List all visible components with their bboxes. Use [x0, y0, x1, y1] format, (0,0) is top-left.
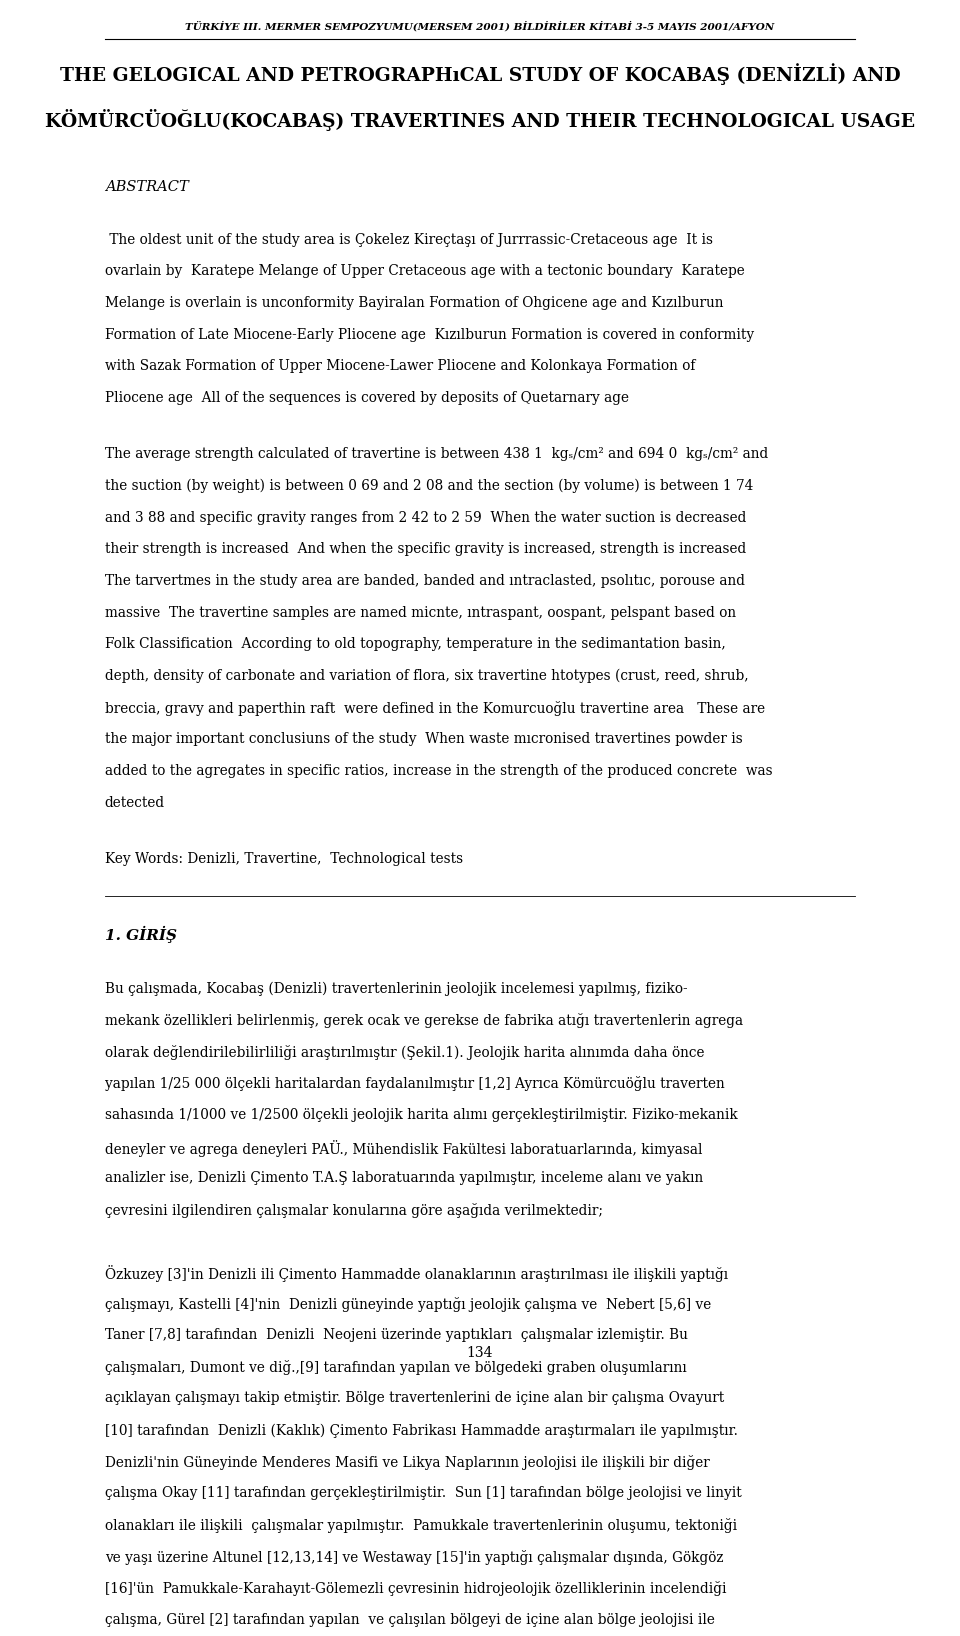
Text: ve yaşı üzerine Altunel [12,13,14] ve Westaway [15]'in yaptığı çalışmalar dışınd: ve yaşı üzerine Altunel [12,13,14] ve We… — [105, 1549, 723, 1564]
Text: yapılan 1/25 000 ölçekli haritalardan faydalanılmıştır [1,2] Ayrıca Kömürcuöğlu : yapılan 1/25 000 ölçekli haritalardan fa… — [105, 1076, 725, 1091]
Text: Key Words: Denizli, Travertine,  Technological tests: Key Words: Denizli, Travertine, Technolo… — [105, 852, 463, 865]
Text: added to the agregates in specific ratios, increase in the strength of the produ: added to the agregates in specific ratio… — [105, 764, 773, 777]
Text: their strength is increased  And when the specific gravity is increased, strengt: their strength is increased And when the… — [105, 542, 746, 556]
Text: sahasında 1/1000 ve 1/2500 ölçekli jeolojik harita alımı gerçekleştirilmiştir. F: sahasında 1/1000 ve 1/2500 ölçekli jeolo… — [105, 1108, 737, 1122]
Text: breccia, gravy and paperthin raft  were defined in the Komurcuoğlu travertine ar: breccia, gravy and paperthin raft were d… — [105, 700, 765, 715]
Text: The average strength calculated of travertine is between 438 1  kgₛ/cm² and 694 : The average strength calculated of trave… — [105, 447, 768, 461]
Text: analizler ise, Denizli Çimento T.A.Ş laboratuarında yapılmıştır, inceleme alanı : analizler ise, Denizli Çimento T.A.Ş lab… — [105, 1171, 703, 1184]
Text: Taner [7,8] tarafından  Denizli  Neojeni üzerinde yaptıkları  çalışmalar izlemiş: Taner [7,8] tarafından Denizli Neojeni ü… — [105, 1328, 687, 1342]
Text: KÖMÜRCÜOĞLU(KOCABAŞ) TRAVERTINES AND THEIR TECHNOLOGICAL USAGE: KÖMÜRCÜOĞLU(KOCABAŞ) TRAVERTINES AND THE… — [45, 108, 915, 131]
Text: deneyler ve agrega deneyleri PAÜ., Mühendislik Fakültesi laboratuarlarında, kimy: deneyler ve agrega deneyleri PAÜ., Mühen… — [105, 1140, 703, 1157]
Text: Pliocene age  All of the sequences is covered by deposits of Quetarnary age: Pliocene age All of the sequences is cov… — [105, 391, 629, 404]
Text: massive  The travertine samples are named micnte, ıntraspant, oospant, pelspant : massive The travertine samples are named… — [105, 605, 736, 620]
Text: ovarlain by  Karatepe Melange of Upper Cretaceous age with a tectonic boundary  : ovarlain by Karatepe Melange of Upper Cr… — [105, 265, 745, 278]
Text: The oldest unit of the study area is Çokelez Kireçtaşı of Jurrrassic-Cretaceous : The oldest unit of the study area is Çok… — [105, 232, 712, 247]
Text: açıklayan çalışmayı takip etmiştir. Bölge travertenlerini de içine alan bir çalı: açıklayan çalışmayı takip etmiştir. Bölg… — [105, 1392, 724, 1405]
Text: detected: detected — [105, 795, 165, 810]
Text: çevresini ilgilendiren çalışmalar konularına göre aşağıda verilmektedir;: çevresini ilgilendiren çalışmalar konula… — [105, 1202, 603, 1217]
Text: and 3 88 and specific gravity ranges from 2 42 to 2 59  When the water suction i: and 3 88 and specific gravity ranges fro… — [105, 510, 746, 525]
Text: Formation of Late Miocene-Early Pliocene age  Kızılburun Formation is covered in: Formation of Late Miocene-Early Pliocene… — [105, 327, 754, 342]
Text: çalışma, Gürel [2] tarafından yapılan  ve çalışılan bölgeyi de içine alan bölge : çalışma, Gürel [2] tarafından yapılan ve… — [105, 1613, 714, 1628]
Text: with Sazak Formation of Upper Miocene-Lawer Pliocene and Kolonkaya Formation of: with Sazak Formation of Upper Miocene-La… — [105, 360, 695, 373]
Text: The tarvertmes in the study area are banded, banded and ıntraclasted, psolıtıc, : The tarvertmes in the study area are ban… — [105, 574, 745, 587]
Text: çalışmayı, Kastelli [4]'nin  Denizli güneyinde yaptığı jeolojik çalışma ve  Nebe: çalışmayı, Kastelli [4]'nin Denizli güne… — [105, 1296, 711, 1312]
Text: olanakları ile ilişkili  çalışmalar yapılmıştır.  Pamukkale travertenlerinin olu: olanakları ile ilişkili çalışmalar yapıl… — [105, 1518, 737, 1533]
Text: Folk Classification  According to old topography, temperature in the sedimantati: Folk Classification According to old top… — [105, 638, 726, 651]
Text: çalışmaları, Dumont ve diğ.,[9] tarafından yapılan ve bölgedeki graben oluşumlar: çalışmaları, Dumont ve diğ.,[9] tarafınd… — [105, 1360, 686, 1374]
Text: Bu çalışmada, Kocabaş (Denizli) travertenlerinin jeolojik incelemesi yapılmış, f: Bu çalışmada, Kocabaş (Denizli) traverte… — [105, 982, 687, 996]
Text: çalışma Okay [11] tarafından gerçekleştirilmiştir.  Sun [1] tarafından bölge jeo: çalışma Okay [11] tarafından gerçekleşti… — [105, 1487, 741, 1500]
Text: the major important conclusiuns of the study  When waste mıcronised travertines : the major important conclusiuns of the s… — [105, 733, 742, 746]
Text: Özkuzey [3]'in Denizli ili Çimento Hammadde olanaklarının araştırılması ile iliş: Özkuzey [3]'in Denizli ili Çimento Hamma… — [105, 1265, 728, 1283]
Text: Denizli'nin Güneyinde Menderes Masifi ve Likya Naplarının jeolojisi ile ilişkili: Denizli'nin Güneyinde Menderes Masifi ve… — [105, 1454, 709, 1469]
Text: ABSTRACT: ABSTRACT — [105, 180, 188, 195]
Text: depth, density of carbonate and variation of flora, six travertine htotypes (cru: depth, density of carbonate and variatio… — [105, 669, 749, 684]
Text: [10] tarafından  Denizli (Kaklık) Çimento Fabrikası Hammadde araştırmaları ile y: [10] tarafından Denizli (Kaklık) Çimento… — [105, 1423, 737, 1438]
Text: the suction (by weight) is between 0 69 and 2 08 and the section (by volume) is : the suction (by weight) is between 0 69 … — [105, 479, 754, 494]
Text: 1. GİRİŞ: 1. GİRİŞ — [105, 926, 177, 944]
Text: THE GELOGICAL AND PETROGRAPHıCAL STUDY OF KOCABAŞ (DENİZLİ) AND: THE GELOGICAL AND PETROGRAPHıCAL STUDY O… — [60, 64, 900, 85]
Text: 134: 134 — [467, 1346, 493, 1360]
Text: Melange is overlain is unconformity Bayiralan Formation of Ohgicene age and Kızı: Melange is overlain is unconformity Bayi… — [105, 296, 723, 309]
Text: olarak değlendirilebilirliliği araştırılmıştır (Şekil.1). Jeolojik harita alınım: olarak değlendirilebilirliliği araştırıl… — [105, 1045, 705, 1060]
Text: TÜRKİYE III. MERMER SEMPOZYUMU(MERSEM 2001) BİLDİRİLER KİTABİ 3-5 MAYIS 2001/AFY: TÜRKİYE III. MERMER SEMPOZYUMU(MERSEM 20… — [185, 21, 775, 31]
Text: mekank özellikleri belirlenmiş, gerek ocak ve gerekse de fabrika atığı traverten: mekank özellikleri belirlenmiş, gerek oc… — [105, 1013, 743, 1027]
Text: [16]'ün  Pamukkale-Karahayıt-Gölemezli çevresinin hidrojeolojik özelliklerinin i: [16]'ün Pamukkale-Karahayıt-Gölemezli çe… — [105, 1582, 727, 1597]
